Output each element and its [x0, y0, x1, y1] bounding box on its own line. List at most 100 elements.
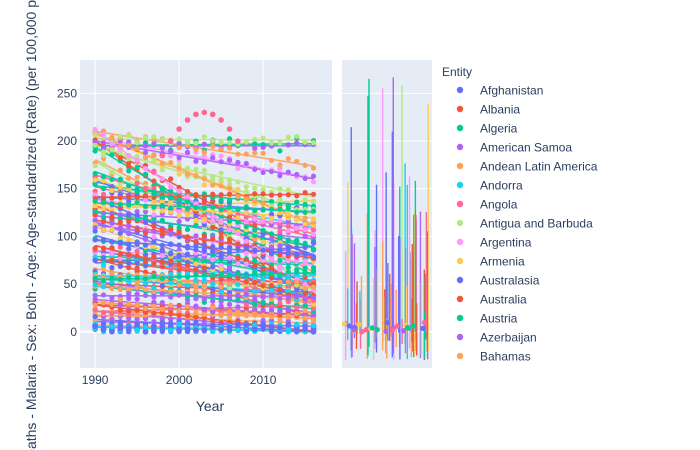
data-point	[159, 322, 166, 329]
data-point	[126, 194, 132, 200]
data-point	[201, 109, 208, 116]
side-point	[404, 324, 411, 331]
data-point	[117, 239, 123, 245]
data-point	[100, 144, 107, 150]
data-point	[126, 230, 132, 236]
data-point	[151, 243, 157, 250]
legend-item[interactable]: Austria	[456, 312, 518, 326]
data-point	[193, 146, 199, 153]
data-point	[310, 191, 317, 197]
legend-item[interactable]: Argentina	[456, 236, 532, 250]
data-point	[302, 240, 308, 246]
data-point	[277, 324, 283, 331]
data-point	[277, 192, 283, 198]
data-point	[151, 319, 157, 325]
data-point	[310, 322, 317, 329]
data-point	[226, 140, 233, 146]
data-point	[142, 315, 149, 322]
data-point	[168, 184, 174, 190]
data-point	[117, 230, 123, 236]
data-point	[201, 134, 207, 140]
data-point	[117, 276, 123, 283]
data-point	[168, 200, 174, 206]
legend-item[interactable]: Afghanistan	[456, 84, 544, 98]
data-point	[176, 162, 182, 168]
legend-item[interactable]: Australia	[456, 293, 527, 307]
data-point	[117, 167, 123, 173]
data-point	[302, 270, 308, 277]
data-point	[142, 230, 149, 236]
data-point	[201, 141, 207, 147]
data-point	[268, 307, 275, 313]
data-point	[117, 286, 123, 293]
data-point	[168, 148, 174, 155]
legend-item[interactable]: Antigua and Barbuda	[456, 217, 593, 231]
legend-item[interactable]: Bahamas	[456, 350, 531, 364]
data-point	[294, 251, 300, 258]
data-point	[302, 323, 308, 330]
legend-item[interactable]: Albania	[456, 103, 521, 117]
legend-label: Austria	[480, 312, 518, 326]
data-point	[109, 220, 115, 226]
legend-item[interactable]: Australasia	[456, 274, 540, 288]
data-point	[109, 226, 115, 233]
data-point	[310, 173, 317, 179]
data-point	[235, 165, 241, 171]
legend-label: Andorra	[480, 179, 523, 193]
legend-item[interactable]: Angola	[456, 198, 518, 212]
data-point	[277, 257, 283, 264]
data-point	[201, 291, 207, 297]
data-point	[184, 226, 191, 233]
data-point	[310, 240, 317, 246]
data-point	[117, 296, 123, 303]
data-point	[277, 295, 283, 301]
data-point	[92, 237, 98, 243]
data-point	[294, 279, 300, 285]
data-point	[285, 192, 291, 198]
data-point	[285, 206, 291, 212]
data-point	[142, 154, 149, 161]
data-point	[134, 157, 140, 163]
legend-item[interactable]: Andorra	[456, 179, 523, 193]
data-point	[210, 236, 216, 242]
data-point	[142, 185, 149, 192]
data-point	[176, 145, 182, 151]
data-point	[92, 126, 98, 133]
legend-item[interactable]: Armenia	[456, 255, 525, 269]
data-point	[260, 325, 266, 332]
data-point	[268, 244, 275, 250]
data-point	[168, 205, 174, 211]
data-point	[226, 265, 233, 271]
data-point	[109, 183, 115, 190]
data-point	[310, 227, 317, 233]
main-plot	[92, 109, 317, 335]
legend-item[interactable]: Andean Latin America	[456, 160, 598, 174]
data-point	[184, 251, 191, 257]
data-point	[210, 191, 216, 197]
data-point	[310, 231, 317, 238]
data-point	[100, 237, 107, 243]
data-point	[159, 275, 165, 281]
data-point	[142, 328, 149, 335]
data-point	[285, 274, 291, 281]
data-point	[302, 233, 308, 239]
side-point	[342, 321, 347, 327]
data-point	[193, 246, 199, 253]
data-point	[243, 322, 250, 328]
data-point	[92, 163, 98, 169]
data-point	[193, 319, 199, 325]
data-point	[302, 290, 308, 297]
data-point	[92, 296, 98, 302]
data-point	[201, 205, 207, 211]
data-point	[117, 133, 123, 140]
data-point	[168, 230, 174, 236]
legend-item[interactable]: Algeria	[456, 122, 518, 136]
data-point	[243, 310, 249, 316]
legend-item[interactable]: American Samoa	[456, 141, 573, 155]
data-point	[126, 301, 132, 307]
data-point	[126, 164, 132, 170]
data-point	[294, 133, 300, 139]
legend-item[interactable]: Azerbaijan	[456, 331, 537, 345]
data-point	[184, 278, 191, 284]
data-point	[310, 216, 317, 222]
